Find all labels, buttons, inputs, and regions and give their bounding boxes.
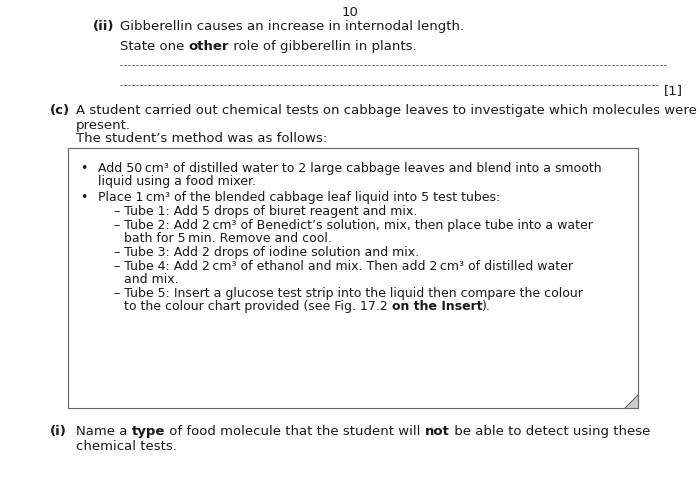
Text: ).: ).	[482, 300, 491, 313]
Text: •: •	[80, 162, 88, 175]
Text: be able to detect using these: be able to detect using these	[449, 425, 650, 438]
Text: Gibberellin causes an increase in internodal length.: Gibberellin causes an increase in intern…	[120, 20, 464, 33]
Text: Name a: Name a	[76, 425, 132, 438]
Text: (c): (c)	[50, 104, 70, 117]
Text: 10: 10	[342, 6, 358, 19]
Text: •: •	[80, 191, 88, 204]
Text: State one: State one	[120, 40, 188, 53]
Text: The student’s method was as follows:: The student’s method was as follows:	[76, 132, 328, 145]
Text: present.: present.	[76, 119, 131, 132]
Text: – Tube 4: Add 2 cm³ of ethanol and mix. Then add 2 cm³ of distilled water: – Tube 4: Add 2 cm³ of ethanol and mix. …	[114, 259, 573, 273]
Text: bath for 5 min. Remove and cool.: bath for 5 min. Remove and cool.	[124, 233, 332, 246]
Text: – Tube 1: Add 5 drops of biuret reagent and mix.: – Tube 1: Add 5 drops of biuret reagent …	[114, 205, 417, 218]
Text: and mix.: and mix.	[124, 273, 178, 286]
Text: (i): (i)	[50, 425, 67, 438]
Text: on the Insert: on the Insert	[392, 300, 482, 313]
Text: liquid using a food mixer.: liquid using a food mixer.	[98, 176, 256, 189]
Text: Add 50 cm³ of distilled water to 2 large cabbage leaves and blend into a smooth: Add 50 cm³ of distilled water to 2 large…	[98, 162, 601, 175]
Text: chemical tests.: chemical tests.	[76, 440, 177, 453]
Text: type: type	[132, 425, 165, 438]
Text: of food molecule that the student will: of food molecule that the student will	[165, 425, 425, 438]
Text: A student carried out chemical tests on cabbage leaves to investigate which mole: A student carried out chemical tests on …	[76, 104, 697, 117]
Text: Place 1 cm³ of the blended cabbage leaf liquid into 5 test tubes:: Place 1 cm³ of the blended cabbage leaf …	[98, 191, 500, 204]
Text: other: other	[188, 40, 229, 53]
Text: – Tube 5: Insert a glucose test strip into the liquid then compare the colour: – Tube 5: Insert a glucose test strip in…	[114, 287, 583, 299]
Text: – Tube 2: Add 2 cm³ of Benedict’s solution, mix, then place tube into a water: – Tube 2: Add 2 cm³ of Benedict’s soluti…	[114, 219, 593, 232]
Text: not: not	[425, 425, 449, 438]
Text: role of gibberellin in plants.: role of gibberellin in plants.	[229, 40, 416, 53]
FancyBboxPatch shape	[68, 148, 638, 408]
Text: – Tube 3: Add 2 drops of iodine solution and mix.: – Tube 3: Add 2 drops of iodine solution…	[114, 246, 419, 259]
Polygon shape	[624, 394, 638, 408]
Text: (ii): (ii)	[93, 20, 115, 33]
Text: [1]: [1]	[664, 84, 683, 97]
Text: to the colour chart provided (see Fig. 17.2: to the colour chart provided (see Fig. 1…	[124, 300, 392, 313]
